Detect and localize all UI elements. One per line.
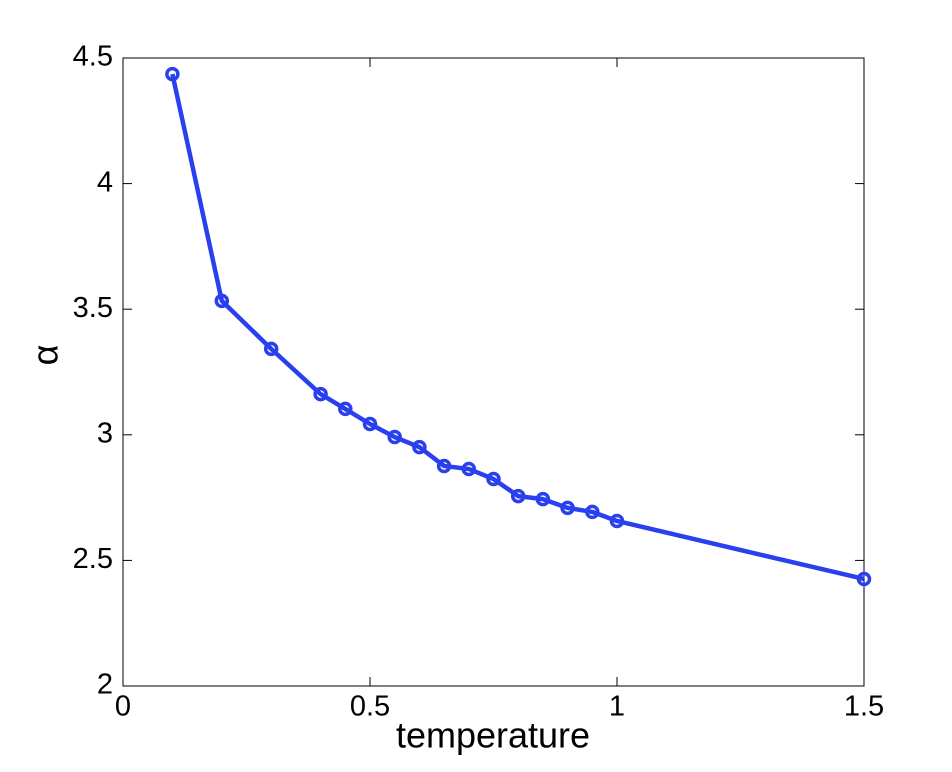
marker: [165, 66, 180, 82]
line: [170, 73, 865, 582]
x-tick-label: 0: [115, 691, 131, 723]
marker: [412, 439, 427, 455]
marker: [362, 416, 378, 432]
marker: [585, 504, 600, 520]
y-tick-label: 3.5: [73, 292, 113, 324]
x-tick-label: 0.5: [350, 691, 390, 723]
x-axis-label: temperature: [396, 715, 590, 756]
y-tick-label: 3: [97, 417, 113, 449]
y-tick-label: 4: [97, 166, 113, 198]
y-tick-label: 4.5: [73, 41, 113, 73]
y-axis-label: α: [25, 345, 66, 366]
x-tick-label: 1: [609, 691, 625, 723]
marker: [214, 293, 230, 309]
marker: [560, 500, 575, 516]
marker: [486, 471, 501, 487]
marker: [856, 571, 872, 587]
marker: [535, 491, 551, 507]
marker: [510, 488, 526, 504]
y-tick-label: 2.5: [73, 543, 113, 575]
y-tick-label: 2: [97, 669, 113, 701]
plot-frame: [122, 57, 865, 687]
marker: [436, 458, 452, 474]
marker: [338, 401, 353, 417]
marker: [263, 341, 279, 357]
marker: [313, 386, 328, 402]
x-tick-label: 1.5: [844, 691, 884, 723]
marker: [387, 429, 402, 445]
marker: [609, 513, 625, 529]
marker: [461, 461, 477, 477]
